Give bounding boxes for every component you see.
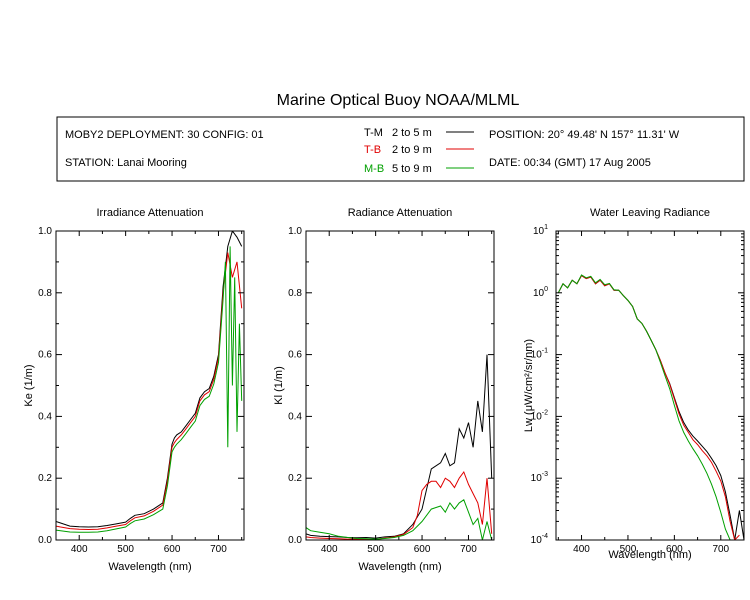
ke-ytick-label: 0.4 bbox=[38, 411, 52, 422]
kl-ytick-label: 0.4 bbox=[288, 411, 302, 422]
lw-ytick-exponent: -3 bbox=[542, 471, 548, 478]
lw-xtick-label: 700 bbox=[712, 544, 729, 555]
ke-xtick-label: 600 bbox=[164, 544, 181, 555]
kl-xtick-label: 600 bbox=[414, 544, 431, 555]
legend-range-tm: 2 to 5 m bbox=[392, 127, 432, 139]
kl-series-t-m bbox=[306, 354, 493, 539]
kl-series-m-b bbox=[306, 499, 493, 540]
lw-ylabel: Lw (μW/cm²/sr/nm) bbox=[523, 339, 535, 432]
lw-xlabel: Wavelength (nm) bbox=[608, 549, 691, 561]
lw-xtick-label: 600 bbox=[666, 544, 683, 555]
lw-title: Water Leaving Radiance bbox=[590, 207, 710, 219]
lw-series-t-m bbox=[557, 274, 744, 540]
position-text: POSITION: 20° 49.48' N 157° 11.31' W bbox=[489, 129, 680, 141]
kl-xtick-label: 500 bbox=[367, 544, 384, 555]
ke-xlabel: Wavelength (nm) bbox=[108, 561, 191, 573]
ke-ytick-label: 1.0 bbox=[38, 226, 52, 237]
kl-ytick-label: 1.0 bbox=[288, 226, 302, 237]
lw-frame bbox=[555, 230, 745, 541]
lw-ytick-exponent: -1 bbox=[542, 348, 548, 355]
kl-title: Radiance Attenuation bbox=[348, 207, 453, 219]
lw-ytick-exponent: 0 bbox=[544, 286, 548, 293]
kl-plot: Radiance Attenuation 400 500 600 700 0.0 0.2 0.… bbox=[273, 207, 495, 573]
ke-title: Irradiance Attenuation bbox=[96, 207, 203, 219]
lw-ytick-label: 100 bbox=[533, 286, 548, 299]
legend-range-tb: 2 to 9 m bbox=[392, 144, 432, 156]
ke-ytick-label: 0.6 bbox=[38, 350, 52, 361]
date-text: DATE: 00:34 (GMT) 17 Aug 2005 bbox=[489, 157, 651, 169]
ke-xtick-label: 500 bbox=[117, 544, 134, 555]
page-title: Marine Optical Buoy NOAA/MLML bbox=[277, 92, 520, 109]
lw-ytick-label: 10-4 bbox=[531, 533, 548, 546]
legend: T-M 2 to 5 m T-B 2 to 9 m M-B 5 to 9 m bbox=[364, 127, 474, 175]
ke-ytick-label: 0.2 bbox=[38, 473, 52, 484]
lw-ytick-label: 101 bbox=[533, 224, 548, 237]
ke-ylabel: Ke (1/m) bbox=[23, 364, 35, 406]
ke-series-t-b bbox=[56, 252, 243, 531]
legend-code-tb: T-B bbox=[364, 144, 381, 156]
kl-ytick-label: 0.8 bbox=[288, 288, 302, 299]
lw-series-group bbox=[557, 274, 744, 540]
lw-ytick-exponent: 1 bbox=[544, 224, 548, 231]
ke-series-group bbox=[56, 231, 243, 533]
legend-code-tm: T-M bbox=[364, 127, 383, 139]
ke-plot: Irradiance Attenuation 400 500 600 700 0.0 0.2… bbox=[23, 207, 245, 573]
legend-code-mb: M-B bbox=[364, 163, 384, 175]
info-box-frame bbox=[56, 116, 745, 182]
lw-ytick-exponent: -2 bbox=[542, 409, 548, 416]
legend-range-mb: 5 to 9 m bbox=[392, 163, 432, 175]
kl-frame bbox=[305, 230, 495, 541]
ke-frame bbox=[55, 230, 245, 541]
kl-ytick-label: 0.0 bbox=[288, 535, 302, 546]
kl-ylabel: Kl (1/m) bbox=[273, 366, 285, 405]
ke-ytick-label: 0.0 bbox=[38, 535, 52, 546]
ke-series-t-m bbox=[56, 231, 243, 528]
info-box: MOBY2 DEPLOYMENT: 30 CONFIG: 01 STATION:… bbox=[56, 116, 745, 182]
lw-xtick-label: 400 bbox=[573, 544, 590, 555]
ke-xtick-label: 700 bbox=[210, 544, 227, 555]
lw-series-t-b bbox=[557, 274, 740, 540]
kl-xtick-label: 700 bbox=[460, 544, 477, 555]
kl-xlabel: Wavelength (nm) bbox=[358, 561, 441, 573]
lw-xtick-label: 500 bbox=[620, 544, 637, 555]
ke-xtick-label: 400 bbox=[71, 544, 88, 555]
ke-ytick-label: 0.8 bbox=[38, 288, 52, 299]
kl-ytick-label: 0.2 bbox=[288, 473, 302, 484]
lw-ytick-label: 10-3 bbox=[531, 471, 548, 484]
kl-series-t-b bbox=[306, 470, 493, 540]
kl-series-group bbox=[306, 354, 493, 540]
kl-ytick-label: 0.6 bbox=[288, 350, 302, 361]
deployment-text: MOBY2 DEPLOYMENT: 30 CONFIG: 01 bbox=[65, 129, 264, 141]
lw-series-m-b bbox=[557, 274, 731, 540]
ke-series-m-b bbox=[56, 246, 243, 533]
lw-ytick-exponent: -4 bbox=[542, 533, 548, 540]
kl-xtick-label: 400 bbox=[321, 544, 338, 555]
plots-group: Irradiance Attenuation 400 500 600 700 0.0 0.2… bbox=[23, 207, 745, 573]
station-text: STATION: Lanai Mooring bbox=[65, 157, 187, 169]
